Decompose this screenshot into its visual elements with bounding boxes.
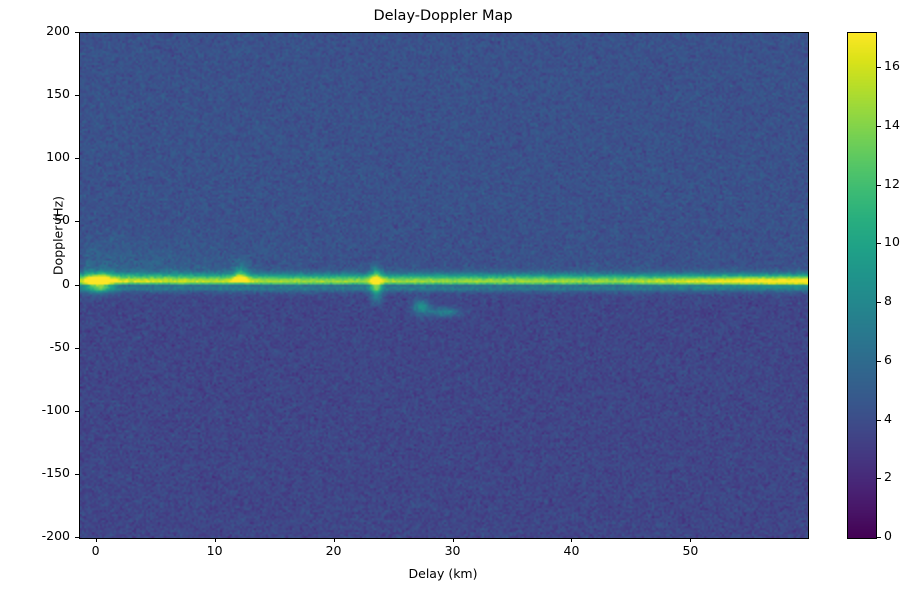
colorbar-tick-label: 8 <box>884 293 892 309</box>
y-tick-mark <box>75 537 79 538</box>
y-tick-label: -200 <box>41 528 70 543</box>
x-tick-label: 40 <box>563 543 580 558</box>
y-tick-mark <box>75 221 79 223</box>
y-tick-label: -50 <box>49 338 70 354</box>
colorbar-tick-mark <box>877 419 881 421</box>
y-tick-label: -150 <box>41 464 70 480</box>
colorbar-tick-label: 12 <box>884 175 900 191</box>
colorbar-tick-mark <box>877 67 881 69</box>
colorbar-tick-mark <box>877 478 881 480</box>
heatmap-axes[interactable] <box>79 32 809 539</box>
y-tick-mark <box>75 32 79 33</box>
y-tick-label: 100 <box>46 149 70 165</box>
colorbar-tick-label: 10 <box>884 234 900 250</box>
x-tick-label: 50 <box>682 543 699 558</box>
colorbar-tick-label: 14 <box>884 116 900 132</box>
x-tick-mark <box>690 538 692 542</box>
colorbar-tick-label: 6 <box>884 351 892 367</box>
y-tick-mark <box>75 347 79 349</box>
y-tick-mark <box>75 410 79 412</box>
x-tick-mark <box>214 538 216 542</box>
colorbar-tick-mark <box>877 243 881 245</box>
x-tick-label: 0 <box>91 543 100 558</box>
x-tick-label: 10 <box>206 543 223 558</box>
y-tick-mark <box>75 284 79 286</box>
colorbar-tick-mark <box>877 360 881 362</box>
colorbar-tick-label: 16 <box>884 58 900 74</box>
y-tick-label: -100 <box>41 401 70 417</box>
colorbar-tick-mark <box>877 302 881 304</box>
colorbar[interactable] <box>847 32 877 539</box>
x-tick-label: 30 <box>444 543 461 558</box>
y-tick-mark <box>75 473 79 475</box>
y-tick-label: 50 <box>54 212 70 228</box>
x-tick-mark <box>571 538 573 542</box>
y-tick-label: 200 <box>46 23 70 38</box>
colorbar-tick-mark <box>877 125 881 127</box>
x-tick-mark <box>452 538 454 542</box>
colorbar-tick-label: 2 <box>884 469 892 485</box>
colorbar-tick-label: 0 <box>884 528 892 543</box>
colorbar-tick-mark <box>877 184 881 186</box>
colorbar-gradient <box>848 33 876 538</box>
colorbar-tick-mark <box>877 537 881 538</box>
page-title: Delay-Doppler Map <box>373 8 513 24</box>
colorbar-tick-label: 4 <box>884 410 892 426</box>
x-tick-label: 20 <box>325 543 342 558</box>
x-tick-mark <box>95 538 97 542</box>
delay-doppler-heatmap[interactable] <box>80 33 808 538</box>
y-tick-mark <box>75 158 79 160</box>
y-tick-label: 0 <box>62 275 70 291</box>
x-tick-mark <box>333 538 335 542</box>
y-tick-mark <box>75 95 79 97</box>
x-axis-label: Delay (km) <box>408 566 478 581</box>
y-tick-label: 150 <box>46 86 70 102</box>
